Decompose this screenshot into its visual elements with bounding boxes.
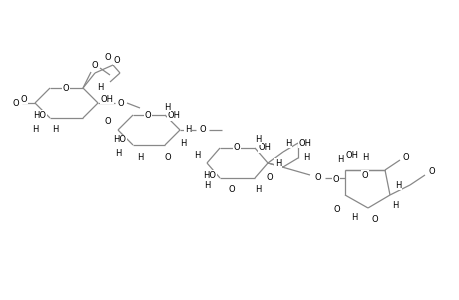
Text: O: O	[332, 176, 339, 184]
Text: O: O	[428, 167, 434, 176]
Text: H: H	[336, 155, 342, 164]
Text: O: O	[21, 94, 27, 103]
Text: O: O	[105, 52, 111, 62]
Text: H: H	[32, 125, 38, 134]
Text: OH: OH	[258, 143, 271, 152]
Text: O: O	[105, 118, 111, 127]
Text: H: H	[193, 151, 200, 160]
Text: O: O	[164, 154, 171, 163]
Text: H: H	[361, 154, 367, 163]
Text: H: H	[179, 139, 186, 148]
Text: H: H	[96, 82, 103, 91]
Text: O: O	[314, 173, 321, 182]
Text: OH: OH	[167, 112, 180, 121]
Text: OH: OH	[100, 94, 113, 103]
Text: O: O	[91, 61, 98, 70]
Text: HO: HO	[113, 136, 126, 145]
Text: H: H	[391, 200, 397, 209]
Text: O: O	[13, 98, 19, 107]
Text: H: H	[284, 139, 291, 148]
Text: O: O	[333, 206, 340, 214]
Text: H: H	[254, 185, 261, 194]
Text: O: O	[402, 154, 409, 163]
Text: H: H	[302, 154, 308, 163]
Text: HO: HO	[203, 170, 216, 179]
Text: O: O	[266, 173, 273, 182]
Text: O: O	[113, 56, 120, 64]
Text: OH: OH	[345, 151, 358, 160]
Text: H: H	[274, 158, 280, 167]
Text: H: H	[394, 181, 400, 190]
Text: H: H	[52, 125, 58, 134]
Text: O: O	[62, 83, 69, 92]
Text: HO: HO	[34, 110, 46, 119]
Text: OH: OH	[298, 139, 311, 148]
Text: H: H	[254, 136, 261, 145]
Text: O: O	[118, 98, 124, 107]
Text: O: O	[228, 185, 235, 194]
Text: H: H	[203, 181, 210, 190]
Text: H: H	[350, 214, 356, 223]
Text: O: O	[233, 143, 240, 152]
Text: O: O	[361, 170, 368, 179]
Text: O: O	[145, 110, 151, 119]
Text: H: H	[115, 148, 121, 158]
Text: O: O	[371, 215, 377, 224]
Text: H: H	[163, 103, 170, 112]
Text: H: H	[136, 154, 143, 163]
Text: O: O	[199, 125, 206, 134]
Text: H: H	[185, 125, 191, 134]
